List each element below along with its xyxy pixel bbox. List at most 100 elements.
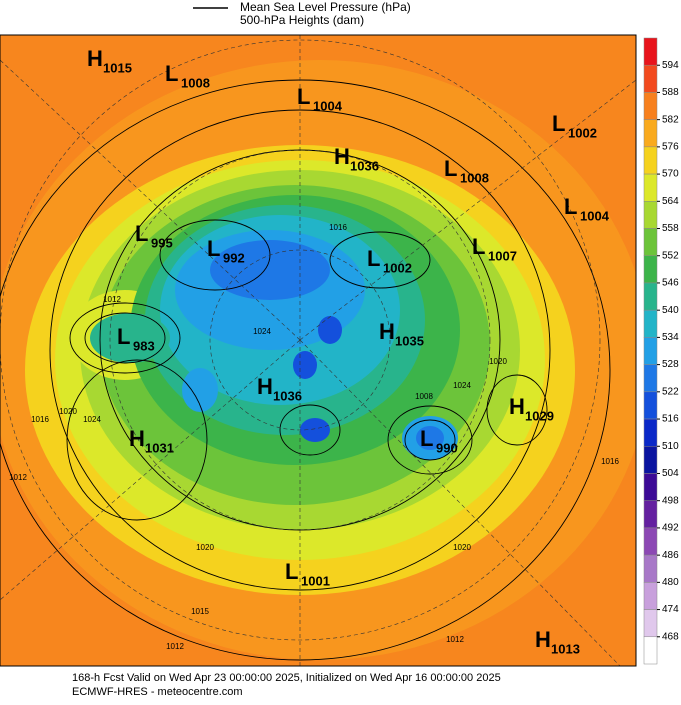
colorbar-box [643, 527, 658, 556]
pressure-center-kind: L [420, 426, 433, 451]
contour-label: 1012 [446, 635, 464, 644]
pressure-center-value: 1031 [145, 440, 174, 455]
colorbar-box [643, 119, 658, 148]
contour-label: 1008 [415, 392, 433, 401]
colorbar-box [643, 636, 658, 665]
colorbar-tick-label: 498 [662, 495, 679, 506]
contour-label: 1024 [253, 327, 271, 336]
pressure-center-value: 1035 [395, 333, 424, 348]
contour-label: 1012 [9, 473, 27, 482]
colorbar-tick-label: 474 [662, 604, 679, 615]
subtitle: 500-hPa Heights (dam) [240, 13, 364, 27]
colorbar-box [643, 337, 658, 365]
pressure-center-value: 1036 [273, 388, 302, 403]
colorbar-box [643, 500, 658, 529]
colorbar-tick-label: 552 [662, 250, 679, 261]
colorbar-tick-label: 564 [662, 196, 679, 207]
colorbar-tick-label: 558 [662, 223, 679, 234]
contour-label: 1020 [453, 543, 471, 552]
footer-line: 168-h Fcst Valid on Wed Apr 23 00:00:00 … [72, 672, 501, 684]
colorbar-tick-label: 480 [662, 577, 679, 588]
colorbar-box [643, 282, 658, 311]
pressure-center-value: 995 [151, 235, 173, 250]
pressure-center-kind: L [444, 156, 457, 181]
colorbar-tick-label: 486 [662, 550, 679, 561]
pressure-center-kind: L [207, 236, 220, 261]
colorbar-tick-label: 570 [662, 169, 679, 180]
contour-label: 1012 [103, 295, 121, 304]
colorbar-box [643, 473, 658, 501]
colorbar-box [643, 582, 658, 610]
contour-label: 1012 [166, 642, 184, 651]
colorbar-box [643, 391, 658, 420]
pressure-center-kind: H [334, 144, 350, 169]
pressure-center-kind: L [285, 559, 298, 584]
colorbar-box [643, 201, 658, 229]
colorbar-tick-label: 540 [662, 305, 679, 316]
pressure-center-value: 983 [133, 338, 155, 353]
colorbar-tick-label: 516 [662, 414, 679, 425]
colorbar-box [643, 554, 658, 583]
pressure-center-kind: L [564, 194, 577, 219]
contour-label: 1020 [59, 407, 77, 416]
colorbar-tick-label: 528 [662, 359, 679, 370]
colorbar-tick-label: 510 [662, 441, 679, 452]
contour-label: 1024 [83, 415, 101, 424]
colorbar-tick-label: 534 [662, 332, 679, 343]
pressure-center-value: 1008 [181, 75, 210, 90]
colorbar: 594 588 582 576 570 564 558 552 546 540 534 528 522 5… [643, 37, 679, 665]
pressure-center-kind: L [472, 234, 485, 259]
colorbar-tick-label: 468 [662, 631, 679, 642]
pressure-center-kind: L [552, 111, 565, 136]
map [0, 35, 636, 666]
colorbar-tick-label: 504 [662, 468, 679, 479]
pressure-center-kind: H [257, 374, 273, 399]
pressure-center-value: 1004 [313, 98, 343, 113]
pressure-center-kind: H [129, 426, 145, 451]
legend-label: Mean Sea Level Pressure (hPa) [240, 0, 411, 14]
contour-label: 1024 [453, 381, 471, 390]
colorbar-box [643, 446, 658, 474]
colorbar-tick-label: 492 [662, 523, 679, 534]
pressure-center-value: 1001 [301, 573, 330, 588]
colorbar-tick-label: 522 [662, 386, 679, 397]
colorbar-box [643, 64, 658, 93]
pressure-center-kind: L [117, 324, 130, 349]
pressure-center-kind: H [379, 319, 395, 344]
colorbar-box [643, 146, 658, 175]
pressure-center-value: 1002 [383, 260, 412, 275]
colorbar-box [643, 37, 658, 66]
colorbar-tick-label: 588 [662, 87, 679, 98]
pressure-center-kind: L [297, 84, 310, 109]
pressure-center-value: 1029 [525, 408, 554, 423]
colorbar-box [643, 418, 658, 447]
colorbar-box [643, 255, 658, 284]
contour-label: 1020 [489, 357, 507, 366]
pressure-center-value: 1002 [568, 125, 597, 140]
pressure-center-value: 1015 [103, 60, 132, 75]
pressure-center-kind: L [135, 221, 148, 246]
pressure-center-kind: L [165, 61, 178, 86]
pressure-center-kind: L [367, 246, 380, 271]
colorbar-tick-label: 594 [662, 60, 679, 71]
pressure-center-value: 992 [223, 250, 245, 265]
pressure-center-value: 1007 [488, 248, 517, 263]
pressure-center-kind: H [535, 627, 551, 652]
pressure-center-value: 1004 [580, 208, 610, 223]
colorbar-box [643, 173, 658, 202]
colorbar-box [643, 228, 658, 256]
contour-label: 1020 [196, 543, 214, 552]
pressure-center-value: 1013 [551, 641, 580, 656]
pressure-center-kind: H [509, 394, 525, 419]
pressure-center-value: 1036 [350, 158, 379, 173]
colorbar-box [643, 309, 658, 338]
colorbar-tick-label: 576 [662, 142, 679, 153]
pressure-center-value: 1008 [460, 170, 489, 185]
colorbar-box [643, 92, 658, 120]
pressure-center-value: 990 [436, 440, 458, 455]
footer-source: ECMWF-HRES - meteocentre.com [72, 686, 243, 698]
colorbar-box [643, 609, 658, 638]
colorbar-box [643, 364, 658, 393]
contour-label: 1016 [601, 457, 619, 466]
